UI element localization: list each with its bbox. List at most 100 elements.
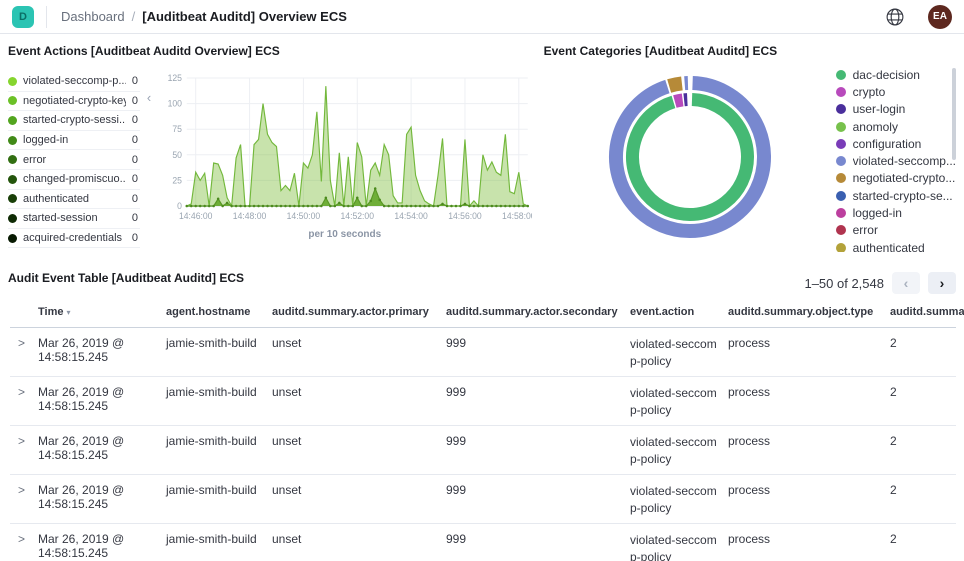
event-actions-area-chart[interactable]: 0 25 50 75 100 125 14:46:00 14:48:00 14:50:00 14:… [158,70,532,228]
legend-dot [835,242,846,252]
next-page-button[interactable]: › [928,272,956,294]
cell-event-action: violated-seccomp-policy [630,337,717,369]
cell-actor-primary: unset [272,434,302,448]
table-header-row: Time ▾ agent.hostname auditd.summary.act… [10,306,964,328]
legend-dot [8,135,17,145]
legend-dot [835,225,846,236]
prev-page-button[interactable]: ‹ [892,272,920,294]
cell-summary: 2 [890,336,897,350]
panel-audit-table: Audit Event Table [Auditbeat Auditd] ECS… [8,258,964,561]
column-header[interactable]: agent.hostname [166,306,272,318]
expand-row-icon[interactable]: > [18,483,26,497]
legend-item[interactable]: dac-decision [835,66,956,83]
expand-row-icon[interactable]: > [18,336,26,350]
legend-scrollbar[interactable] [952,68,956,160]
column-header[interactable]: auditd.summary.object.type [728,306,890,318]
cell-actor-secondary: 999 [446,532,467,546]
cell-actor-secondary: 999 [446,385,467,399]
legend-dot [8,233,17,243]
expand-row-icon[interactable]: > [18,532,26,546]
event-categories-donut-chart[interactable] [544,60,836,250]
panel-event-actions: Event Actions [Auditbeat Auditd Overview… [8,38,532,254]
column-header[interactable]: auditd.summary.actor.primary [272,306,446,318]
legend-value: 0 [131,232,138,245]
collapse-legend-icon[interactable]: ‹ [146,90,152,105]
legend-label: user-login [852,102,906,117]
legend-dot [8,194,17,204]
header-divider [46,5,47,28]
breadcrumb-dashboard-link[interactable]: Dashboard [61,9,125,24]
expand-row-icon[interactable]: > [18,385,26,399]
table-body: > Mar 26, 2019 @ 14:58:15.245 jamie-smit… [10,328,956,561]
legend-item[interactable]: authenticated [835,239,956,252]
legend-item[interactable]: crypto [835,83,956,100]
table-row[interactable]: > Mar 26, 2019 @ 14:58:15.245 jamie-smit… [10,475,956,524]
svg-text:100: 100 [168,98,182,108]
legend-value: 0 [131,153,138,166]
event-actions-chart-area: 0 25 50 75 100 125 14:46:00 14:48:00 14:50:00 14:… [158,60,532,248]
cell-object-type: process [728,532,771,546]
legend-item[interactable]: error [835,222,956,239]
svg-text:14:50:00: 14:50:00 [287,211,321,221]
table-row[interactable]: > Mar 26, 2019 @ 14:58:15.245 jamie-smit… [10,426,956,475]
legend-label: anomoly [852,119,898,134]
legend-item[interactable]: configuration [835,135,956,152]
legend-dot [835,104,846,115]
legend-item[interactable]: negotiated-crypto-key 0 [8,92,140,112]
cell-event-action: violated-seccomp-policy [630,484,717,516]
cell-object-type: process [728,483,771,497]
legend-value: 0 [131,94,138,107]
breadcrumb: Dashboard / [Auditbeat Auditd] Overview … [61,9,347,24]
legend-item[interactable]: violated-seccomp... [835,152,956,169]
column-header[interactable]: auditd.summary.actor.secondary [446,306,630,318]
legend-label: error [852,223,878,238]
legend-value: 0 [131,192,138,205]
globe-icon[interactable] [886,7,906,27]
legend-dot [8,76,17,86]
top-navigation-bar: D Dashboard / [Auditbeat Auditd] Overvie… [0,0,964,34]
legend-item[interactable]: started-session 0 [8,209,140,229]
legend-item[interactable]: error 0 [8,150,140,170]
event-actions-title: Event Actions [Auditbeat Auditd Overview… [8,44,280,58]
column-header[interactable]: event.action [630,306,728,318]
legend-item[interactable]: logged-in [835,204,956,221]
breadcrumb-separator: / [131,9,136,24]
cell-event-action: violated-seccomp-policy [630,386,717,418]
legend-item[interactable]: started-crypto-sessi... 0 [8,111,140,131]
expand-row-icon[interactable]: > [18,434,26,448]
cell-actor-primary: unset [272,483,302,497]
table-row[interactable]: > Mar 26, 2019 @ 14:58:15.245 jamie-smit… [10,328,956,377]
pagination: 1–50 of 2,548 ‹ › [804,272,956,294]
legend-dot [835,86,846,97]
cell-summary: 2 [890,483,897,497]
panel-event-categories: Event Categories [Auditbeat Auditd] ECS … [544,38,956,254]
legend-item[interactable]: user-login [835,101,956,118]
column-label: auditd.summary [890,306,964,318]
table-row[interactable]: > Mar 26, 2019 @ 14:58:15.245 jamie-smit… [10,377,956,426]
table-row[interactable]: > Mar 26, 2019 @ 14:58:15.245 jamie-smit… [10,524,956,561]
legend-item[interactable]: violated-seccomp-p... 0 [8,72,140,92]
dashboard-app-logo[interactable]: D [12,5,34,28]
user-avatar[interactable]: EA [928,4,952,29]
legend-item[interactable]: changed-promiscuo... 0 [8,170,140,190]
legend-item[interactable]: authenticated 0 [8,190,140,210]
event-categories-title: Event Categories [Auditbeat Auditd] ECS [543,44,778,58]
legend-item[interactable]: logged-in 0 [8,131,140,151]
legend-dot [835,121,846,132]
legend-item[interactable]: anomoly [835,118,956,135]
x-axis-label: per 10 seconds [308,229,382,240]
cell-hostname: jamie-smith-build [166,385,257,399]
cell-hostname: jamie-smith-build [166,434,257,448]
legend-label: changed-promiscuo... [23,173,126,186]
legend-item[interactable]: acquired-credentials 0 [8,229,140,249]
event-actions-legend: violated-seccomp-p... 0 negotiated-crypt… [8,72,140,249]
svg-text:14:48:00: 14:48:00 [233,211,267,221]
column-header[interactable]: auditd.summary [890,306,964,318]
cell-hostname: jamie-smith-build [166,336,257,350]
legend-value: 0 [131,134,138,147]
cell-summary: 2 [890,434,897,448]
legend-item[interactable]: started-crypto-se... [835,187,956,204]
column-header[interactable]: Time ▾ [38,306,166,318]
legend-item[interactable]: negotiated-crypto... [835,170,956,187]
legend-label: violated-seccomp... [852,154,956,169]
